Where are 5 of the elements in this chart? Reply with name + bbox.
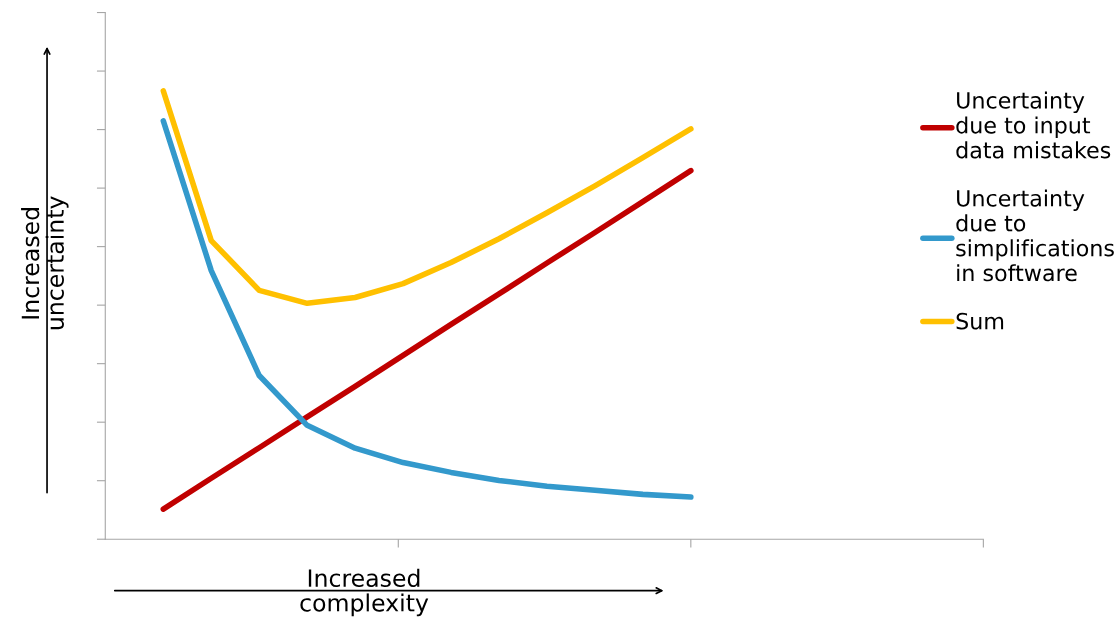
y-axis-title: Increased uncertainty xyxy=(21,196,69,330)
x-axis-title: Increased complexity xyxy=(300,568,429,617)
legend-label: Uncertainty due to input data mistakes xyxy=(956,91,1111,159)
legend-label: Uncertainty due to simplifications in software xyxy=(956,189,1114,282)
legend-label: Sum xyxy=(956,312,1004,330)
